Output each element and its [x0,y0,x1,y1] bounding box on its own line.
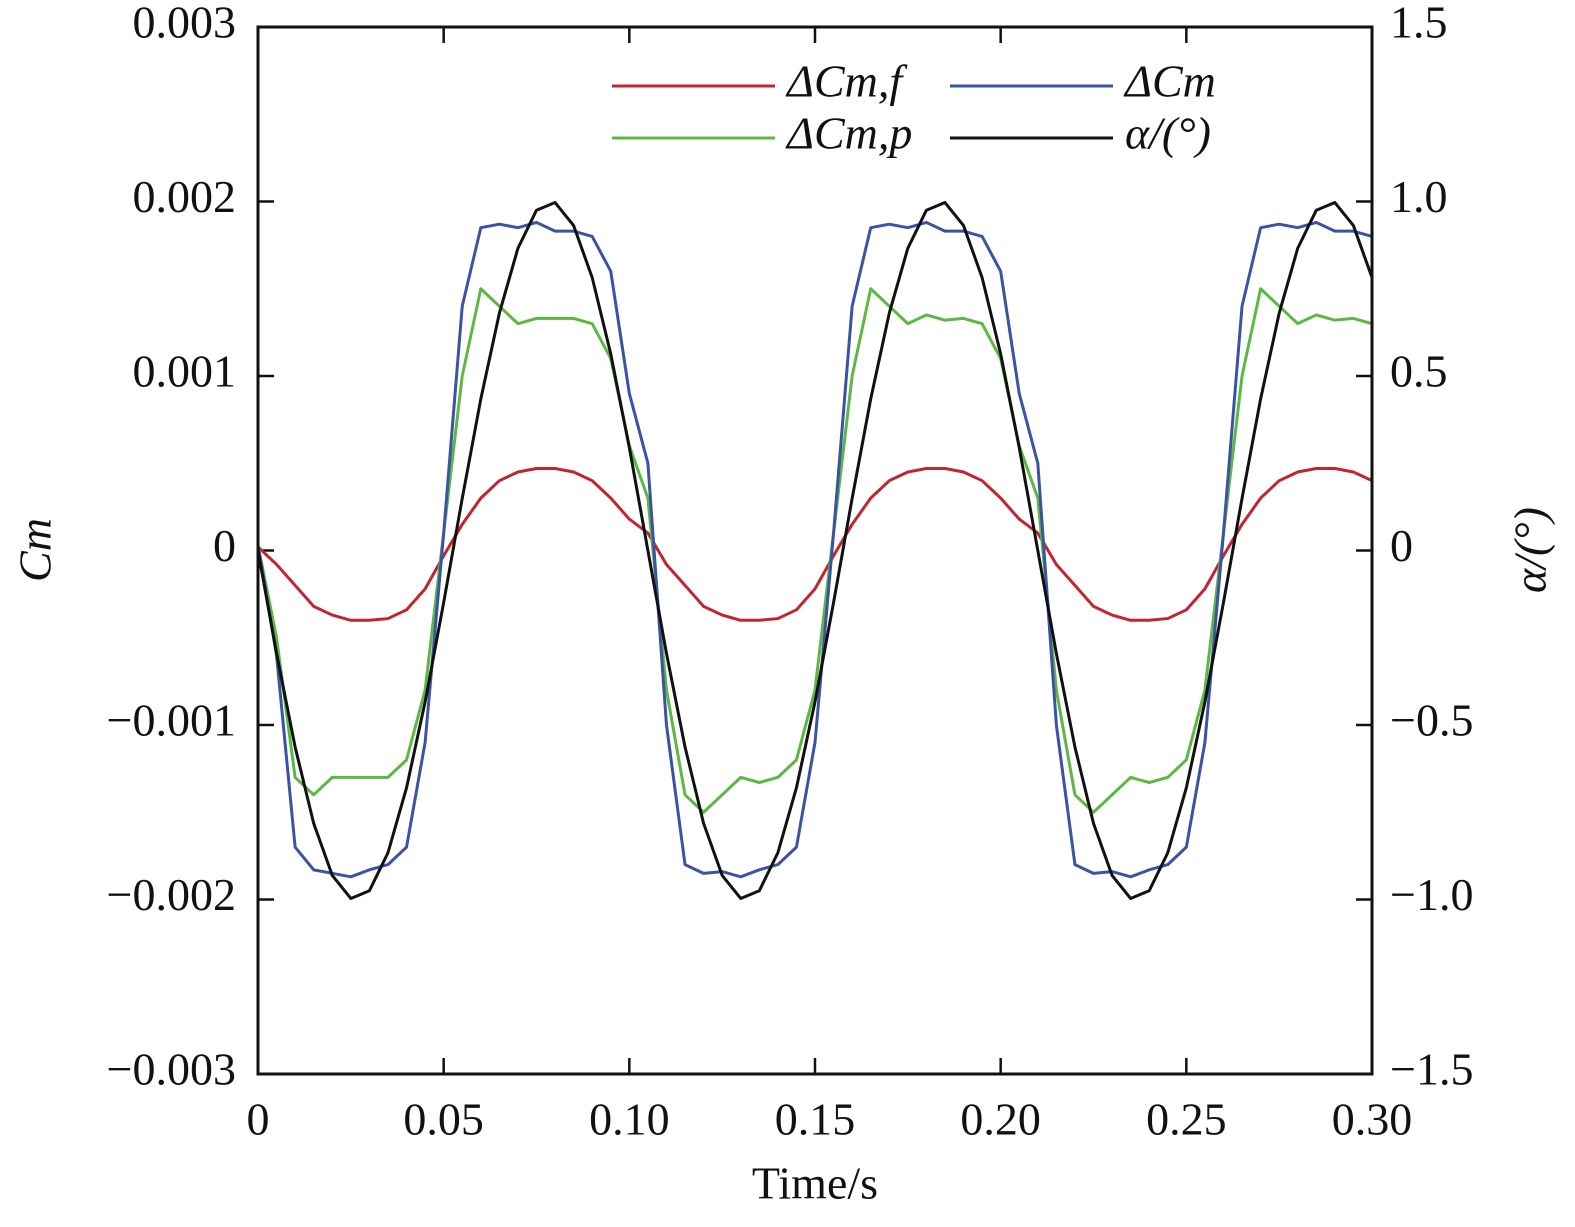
y2-tick-label: 1.5 [1390,0,1448,48]
y-tick-label: −0.002 [107,869,236,920]
legend-label: α/(°) [1125,108,1211,159]
x-tick-label: 0.25 [1146,1094,1227,1145]
x-tick-label: 0.10 [589,1094,670,1145]
y-tick-label: 0.002 [133,171,237,222]
x-tick-label: 0.30 [1332,1094,1413,1145]
y2-tick-label: −0.5 [1390,695,1473,746]
plot-frame [256,25,1374,1076]
y-axis-title: Cm [10,518,61,582]
x-tick-label: 0.05 [403,1094,484,1145]
series-line [258,201,1372,900]
y-tick-label: −0.003 [107,1044,236,1095]
x-tick-label: 0.20 [960,1094,1041,1145]
x-axis-title: Time/s [752,1158,878,1209]
y-tick-label: −0.001 [107,695,236,746]
y2-axis-title: α/(°) [1505,507,1556,593]
legend-label: ΔCm,f [785,56,908,107]
series-line [258,220,1372,879]
y2-tick-label: 0.5 [1390,346,1448,397]
x-tick-label: 0.15 [775,1094,856,1145]
x-tick-label: 0 [247,1094,270,1145]
y2-tick-label: 1.0 [1390,171,1448,222]
y-tick-label: 0 [213,520,236,571]
y-tick-label: 0.001 [133,346,237,397]
legend-label: ΔCm [1123,56,1216,107]
y2-tick-label: −1.0 [1390,869,1473,920]
y2-tick-label: 0 [1390,520,1413,571]
y-tick-label: 0.003 [133,0,237,48]
series-line [258,466,1372,622]
y2-tick-label: −1.5 [1390,1044,1473,1095]
legend-label: ΔCm,p [785,108,912,159]
